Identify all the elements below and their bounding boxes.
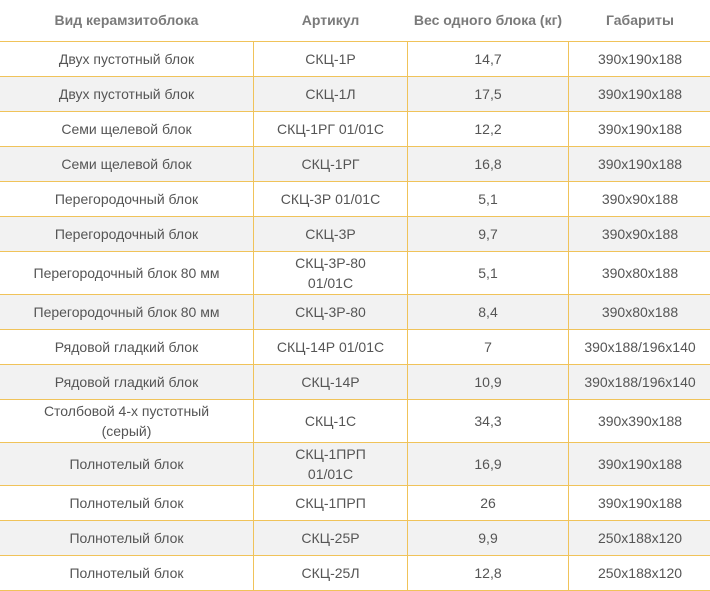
cell-dimensions: 390x190x188 bbox=[569, 443, 710, 486]
cell-weight: 12,8 bbox=[408, 556, 569, 591]
table-row: Перегородочный блок 80 мм СКЦ-3Р-80 8,4 … bbox=[0, 295, 710, 330]
cell-block-type: Рядовой гладкий блок bbox=[0, 365, 254, 400]
table-row: Рядовой гладкий блок СКЦ-14Р 01/01С 7 39… bbox=[0, 330, 710, 365]
table-row: Столбовой 4-х пустотный (серый) СКЦ-1С 3… bbox=[0, 400, 710, 443]
cell-dimensions: 250x188x120 bbox=[569, 556, 710, 591]
cell-dimensions: 390x190x188 bbox=[569, 77, 710, 112]
cell-article: СКЦ-3Р bbox=[254, 217, 408, 252]
table-row: Двух пустотный блок СКЦ-1Л 17,5 390x190x… bbox=[0, 77, 710, 112]
cell-dimensions: 250x188x120 bbox=[569, 521, 710, 556]
cell-block-type: Столбовой 4-х пустотный (серый) bbox=[0, 400, 254, 443]
cell-dimensions: 390x390x188 bbox=[569, 400, 710, 443]
table-row: Двух пустотный блок СКЦ-1Р 14,7 390x190x… bbox=[0, 42, 710, 77]
table-row: Полнотелый блок СКЦ-1ПРП 01/01С 16,9 390… bbox=[0, 443, 710, 486]
table-row: Полнотелый блок СКЦ-25Л 12,8 250x188x120 bbox=[0, 556, 710, 591]
table-row: Перегородочный блок СКЦ-3Р 01/01С 5,1 39… bbox=[0, 182, 710, 217]
header-block-type: Вид керамзитоблока bbox=[0, 0, 254, 42]
cell-article: СКЦ-1С bbox=[254, 400, 408, 443]
cell-block-type: Перегородочный блок bbox=[0, 217, 254, 252]
cell-block-type: Перегородочный блок 80 мм bbox=[0, 295, 254, 330]
table-row: Перегородочный блок СКЦ-3Р 9,7 390x90x18… bbox=[0, 217, 710, 252]
cell-dimensions: 390x80x188 bbox=[569, 295, 710, 330]
header-article: Артикул bbox=[254, 0, 408, 42]
table-row: Семи щелевой блок СКЦ-1РГ 16,8 390x190x1… bbox=[0, 147, 710, 182]
cell-weight: 16,8 bbox=[408, 147, 569, 182]
cell-block-type: Рядовой гладкий блок bbox=[0, 330, 254, 365]
table-header-row: Вид керамзитоблока Артикул Вес одного бл… bbox=[0, 0, 710, 42]
cell-weight: 7 bbox=[408, 330, 569, 365]
header-weight: Вес одного блока (кг) bbox=[408, 0, 569, 42]
cell-weight: 9,7 bbox=[408, 217, 569, 252]
cell-block-type: Полнотелый блок bbox=[0, 521, 254, 556]
table-row: Семи щелевой блок СКЦ-1РГ 01/01С 12,2 39… bbox=[0, 112, 710, 147]
cell-article: СКЦ-25Р bbox=[254, 521, 408, 556]
cell-weight: 8,4 bbox=[408, 295, 569, 330]
cell-article: СКЦ-25Л bbox=[254, 556, 408, 591]
cell-weight: 9,9 bbox=[408, 521, 569, 556]
cell-block-type: Семи щелевой блок bbox=[0, 112, 254, 147]
cell-article: СКЦ-14Р 01/01С bbox=[254, 330, 408, 365]
cell-weight: 5,1 bbox=[408, 252, 569, 295]
cell-article: СКЦ-3Р-80 01/01С bbox=[254, 252, 408, 295]
table-row: Полнотелый блок СКЦ-1ПРП 26 390x190x188 bbox=[0, 486, 710, 521]
table-row: Полнотелый блок СКЦ-25Р 9,9 250x188x120 bbox=[0, 521, 710, 556]
cell-block-type: Полнотелый блок bbox=[0, 556, 254, 591]
table-row: Перегородочный блок 80 мм СКЦ-3Р-80 01/0… bbox=[0, 252, 710, 295]
cell-dimensions: 390x90x188 bbox=[569, 182, 710, 217]
header-dimensions: Габариты bbox=[569, 0, 710, 42]
cell-block-type: Двух пустотный блок bbox=[0, 77, 254, 112]
cell-dimensions: 390x190x188 bbox=[569, 486, 710, 521]
cell-block-type: Перегородочный блок 80 мм bbox=[0, 252, 254, 295]
cell-weight: 26 bbox=[408, 486, 569, 521]
cell-block-type: Перегородочный блок bbox=[0, 182, 254, 217]
cell-article: СКЦ-1ПРП bbox=[254, 486, 408, 521]
cell-weight: 12,2 bbox=[408, 112, 569, 147]
cell-article: СКЦ-14Р bbox=[254, 365, 408, 400]
cell-dimensions: 390x188/196x140 bbox=[569, 365, 710, 400]
cell-article: СКЦ-1Р bbox=[254, 42, 408, 77]
cell-weight: 14,7 bbox=[408, 42, 569, 77]
cell-weight: 10,9 bbox=[408, 365, 569, 400]
cell-article: СКЦ-3Р 01/01С bbox=[254, 182, 408, 217]
cell-article: СКЦ-1РГ bbox=[254, 147, 408, 182]
cell-dimensions: 390x190x188 bbox=[569, 147, 710, 182]
cell-dimensions: 390x90x188 bbox=[569, 217, 710, 252]
cell-article: СКЦ-1Л bbox=[254, 77, 408, 112]
cell-block-type: Семи щелевой блок bbox=[0, 147, 254, 182]
cell-block-type: Полнотелый блок bbox=[0, 443, 254, 486]
cell-article: СКЦ-3Р-80 bbox=[254, 295, 408, 330]
cell-weight: 17,5 bbox=[408, 77, 569, 112]
cell-block-type: Полнотелый блок bbox=[0, 486, 254, 521]
cell-weight: 16,9 bbox=[408, 443, 569, 486]
cell-weight: 34,3 bbox=[408, 400, 569, 443]
cell-dimensions: 390x188/196x140 bbox=[569, 330, 710, 365]
cell-dimensions: 390x80x188 bbox=[569, 252, 710, 295]
cell-dimensions: 390x190x188 bbox=[569, 112, 710, 147]
cell-block-type: Двух пустотный блок bbox=[0, 42, 254, 77]
cell-article: СКЦ-1РГ 01/01С bbox=[254, 112, 408, 147]
cell-article: СКЦ-1ПРП 01/01С bbox=[254, 443, 408, 486]
table-row: Рядовой гладкий блок СКЦ-14Р 10,9 390x18… bbox=[0, 365, 710, 400]
cell-weight: 5,1 bbox=[408, 182, 569, 217]
cell-dimensions: 390x190x188 bbox=[569, 42, 710, 77]
